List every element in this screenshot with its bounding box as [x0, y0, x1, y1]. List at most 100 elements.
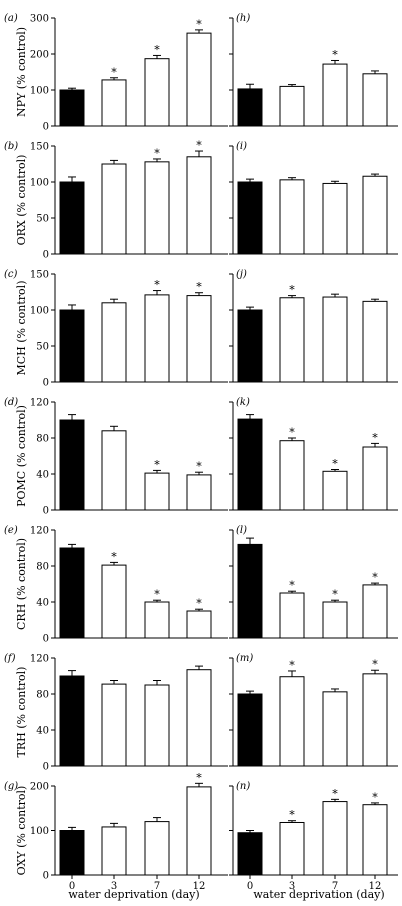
panel-label: (k)	[236, 397, 250, 408]
significance-star: *	[154, 147, 160, 160]
y-axis-title: MCH (% control)	[15, 281, 28, 376]
y-tick-label: 80	[36, 434, 49, 445]
significance-star: *	[372, 658, 378, 671]
bar	[362, 804, 388, 876]
panel-label: (a)	[4, 13, 18, 24]
significance-star: *	[372, 791, 378, 804]
y-tick-label: 40	[36, 470, 49, 481]
bar	[59, 89, 85, 127]
y-tick-label: 120	[30, 398, 49, 409]
bar	[279, 297, 305, 383]
significance-star: *	[154, 279, 160, 292]
bar	[237, 418, 263, 511]
bar	[59, 547, 85, 639]
bar	[279, 179, 305, 255]
bar	[237, 309, 263, 383]
y-tick-label: 0	[43, 871, 49, 882]
significance-star: *	[289, 809, 295, 822]
x-tick-label: 12	[193, 881, 206, 892]
bar	[362, 73, 388, 127]
significance-star: *	[196, 18, 202, 31]
y-tick-label: 150	[30, 270, 49, 281]
bar	[322, 182, 348, 255]
y-axis-title: ORX (% control)	[15, 155, 28, 246]
significance-star: *	[372, 431, 378, 444]
significance-star: *	[154, 588, 160, 601]
bar	[322, 691, 348, 767]
bar	[322, 801, 348, 876]
y-tick-label: 80	[36, 690, 49, 701]
bar	[237, 543, 263, 639]
bar	[362, 175, 388, 255]
panel-label: (e)	[4, 525, 18, 536]
significance-star: *	[196, 771, 202, 784]
bar	[186, 32, 212, 127]
bar	[144, 472, 170, 511]
y-axis-title: TRH (% control)	[15, 667, 28, 758]
significance-star: *	[196, 460, 202, 473]
panel-label: (i)	[236, 141, 247, 152]
x-tick-label: 7	[332, 881, 338, 892]
y-tick-label: 100	[30, 86, 49, 97]
x-axis-label-right: water deprivation (day)	[253, 888, 384, 901]
x-tick-label: 3	[111, 881, 117, 892]
y-tick-label: 50	[36, 214, 49, 225]
bar	[322, 296, 348, 383]
significance-star: *	[196, 597, 202, 610]
y-tick-label: 80	[36, 562, 49, 573]
bar	[144, 684, 170, 767]
y-tick-label: 0	[43, 122, 49, 133]
significance-star: *	[332, 458, 338, 471]
bar	[237, 181, 263, 255]
bar	[101, 79, 127, 127]
bar	[322, 601, 348, 639]
bar	[101, 564, 127, 639]
bar	[279, 440, 305, 511]
significance-star: *	[196, 139, 202, 152]
panel-label: (j)	[236, 269, 247, 280]
x-tick-label: 12	[369, 881, 382, 892]
bar	[59, 309, 85, 383]
significance-star: *	[111, 550, 117, 563]
panel-label: (d)	[4, 397, 18, 408]
bar	[186, 610, 212, 639]
bar	[101, 163, 127, 255]
x-tick-label: 0	[247, 881, 253, 892]
bar	[101, 430, 127, 511]
bar	[144, 161, 170, 255]
bar	[59, 419, 85, 511]
bar	[322, 63, 348, 127]
bar	[59, 675, 85, 767]
bar	[144, 821, 170, 876]
significance-star: *	[154, 43, 160, 56]
bar	[186, 156, 212, 255]
bar	[322, 470, 348, 511]
bar	[59, 830, 85, 876]
x-tick-label: 7	[154, 881, 160, 892]
panel-label: (b)	[4, 141, 18, 152]
y-axis-title: CRH (% control)	[15, 538, 28, 630]
y-axis-title: NPY (% control)	[15, 27, 28, 117]
significance-star: *	[154, 458, 160, 471]
significance-star: *	[196, 281, 202, 294]
y-axis-title: POMC (% control)	[15, 405, 28, 507]
significance-star: *	[332, 787, 338, 800]
y-tick-label: 0	[43, 506, 49, 517]
bar	[279, 821, 305, 876]
y-tick-label: 120	[30, 654, 49, 665]
y-tick-label: 50	[36, 342, 49, 353]
bar	[362, 673, 388, 767]
y-tick-label: 100	[30, 826, 49, 837]
significance-star: *	[289, 426, 295, 439]
y-tick-label: 120	[30, 526, 49, 537]
significance-star: *	[111, 66, 117, 79]
significance-star: *	[289, 284, 295, 297]
x-tick-label: 0	[69, 881, 75, 892]
significance-star: *	[332, 588, 338, 601]
bar	[101, 826, 127, 876]
bar	[362, 300, 388, 383]
bar	[144, 294, 170, 383]
y-tick-label: 200	[30, 50, 49, 61]
significance-star: *	[289, 659, 295, 672]
